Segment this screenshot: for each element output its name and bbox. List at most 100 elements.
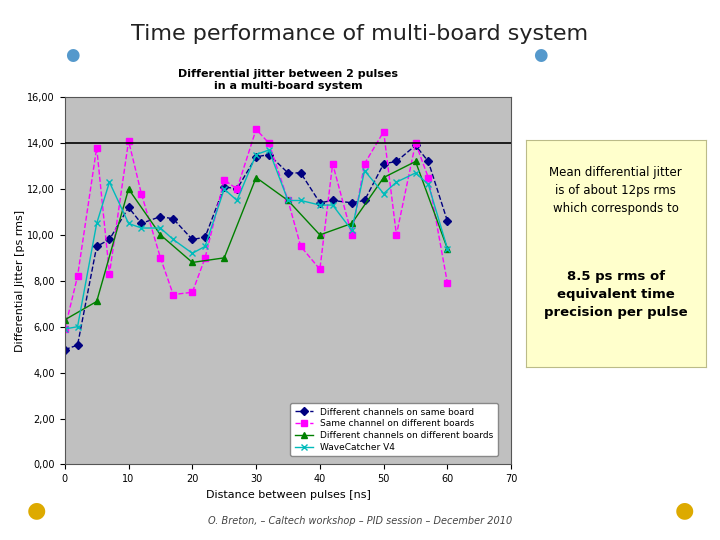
WaveCatcher V4 — [60, 326, 69, 332]
WaveCatcher V4 — [188, 250, 197, 256]
Same channel on different boards — [156, 255, 165, 261]
Same channel on different boards — [60, 326, 69, 332]
Different channels on same board — [264, 151, 273, 158]
Different channels on same board — [297, 170, 305, 176]
WaveCatcher V4 — [328, 202, 337, 208]
Line: WaveCatcher V4: WaveCatcher V4 — [62, 147, 450, 332]
Different channels on same board — [424, 158, 433, 165]
Different channels on same board — [188, 237, 197, 243]
Different channels on same board — [137, 220, 145, 227]
Line: Same channel on different boards: Same channel on different boards — [62, 126, 450, 332]
Different channels on different boards — [156, 232, 165, 238]
Same channel on different boards — [328, 160, 337, 167]
Different channels on same board — [156, 213, 165, 220]
Same channel on different boards — [411, 140, 420, 146]
WaveCatcher V4 — [105, 179, 114, 185]
Different channels on same board — [220, 184, 228, 190]
Different channels on different boards — [220, 255, 228, 261]
WaveCatcher V4 — [252, 151, 261, 158]
Text: Time performance of multi-board system: Time performance of multi-board system — [132, 24, 588, 44]
Different channels on different boards — [92, 298, 101, 305]
Different channels on same board — [252, 153, 261, 160]
Same channel on different boards — [392, 232, 401, 238]
Different channels on same board — [328, 197, 337, 204]
Line: Different channels on different boards: Different channels on different boards — [62, 159, 450, 322]
WaveCatcher V4 — [392, 179, 401, 185]
WaveCatcher V4 — [233, 197, 241, 204]
Same channel on different boards — [169, 292, 178, 298]
Same channel on different boards — [188, 289, 197, 295]
Same channel on different boards — [284, 197, 292, 204]
Different channels on different boards — [60, 316, 69, 323]
Different channels on same board — [105, 237, 114, 243]
Same channel on different boards — [360, 160, 369, 167]
Text: Mean differential jitter
is of about 12ps rms
which corresponds to: Mean differential jitter is of about 12p… — [549, 166, 682, 215]
WaveCatcher V4 — [348, 227, 356, 233]
Same channel on different boards — [220, 177, 228, 183]
Same channel on different boards — [252, 126, 261, 132]
Different channels on same board — [392, 158, 401, 165]
Same channel on different boards — [315, 266, 324, 273]
Different channels on same board — [443, 218, 451, 225]
WaveCatcher V4 — [379, 190, 388, 197]
Different channels on same board — [284, 170, 292, 176]
Different channels on same board — [73, 342, 82, 348]
Same channel on different boards — [443, 280, 451, 286]
Different channels on same board — [201, 234, 210, 240]
WaveCatcher V4 — [443, 245, 451, 252]
Same channel on different boards — [264, 140, 273, 146]
Same channel on different boards — [73, 273, 82, 280]
Text: ●: ● — [675, 500, 693, 521]
Same channel on different boards — [125, 138, 133, 144]
Different channels on same board — [348, 199, 356, 206]
Different channels on different boards — [188, 259, 197, 266]
Different channels on different boards — [411, 158, 420, 165]
Different channels on different boards — [443, 245, 451, 252]
Different channels on different boards — [125, 186, 133, 192]
WaveCatcher V4 — [284, 197, 292, 204]
Same channel on different boards — [201, 255, 210, 261]
Different channels on different boards — [284, 197, 292, 204]
WaveCatcher V4 — [169, 237, 178, 243]
WaveCatcher V4 — [264, 147, 273, 153]
Same channel on different boards — [379, 129, 388, 135]
Line: Different channels on same board: Different channels on same board — [62, 143, 450, 353]
Same channel on different boards — [137, 190, 145, 197]
Different channels on same board — [60, 347, 69, 353]
Different channels on same board — [315, 199, 324, 206]
Text: O. Breton, – Caltech workshop – PID session – December 2010: O. Breton, – Caltech workshop – PID sess… — [208, 516, 512, 526]
WaveCatcher V4 — [220, 186, 228, 192]
Same channel on different boards — [424, 174, 433, 181]
WaveCatcher V4 — [411, 170, 420, 176]
Different channels on same board — [233, 186, 241, 192]
WaveCatcher V4 — [315, 202, 324, 208]
WaveCatcher V4 — [125, 220, 133, 227]
WaveCatcher V4 — [137, 225, 145, 231]
Same channel on different boards — [297, 243, 305, 249]
X-axis label: Distance between pulses [ns]: Distance between pulses [ns] — [206, 490, 370, 500]
Text: ●: ● — [27, 500, 45, 521]
Same channel on different boards — [105, 271, 114, 277]
WaveCatcher V4 — [92, 220, 101, 227]
Text: 8.5 ps rms of
equivalent time
precision per pulse: 8.5 ps rms of equivalent time precision … — [544, 270, 688, 319]
Different channels on different boards — [315, 232, 324, 238]
Different channels on same board — [411, 142, 420, 149]
Different channels on same board — [169, 215, 178, 222]
Different channels on same board — [92, 243, 101, 249]
WaveCatcher V4 — [201, 243, 210, 249]
Text: ●: ● — [533, 46, 547, 64]
Different channels on same board — [360, 197, 369, 204]
WaveCatcher V4 — [156, 225, 165, 231]
Same channel on different boards — [233, 186, 241, 192]
Legend: Different channels on same board, Same channel on different boards, Different ch: Different channels on same board, Same c… — [290, 403, 498, 456]
WaveCatcher V4 — [424, 181, 433, 188]
Title: Differential jitter between 2 pulses
in a multi-board system: Differential jitter between 2 pulses in … — [178, 69, 398, 91]
WaveCatcher V4 — [360, 167, 369, 174]
Text: ●: ● — [65, 46, 79, 64]
Same channel on different boards — [92, 144, 101, 151]
WaveCatcher V4 — [297, 197, 305, 204]
Different channels on same board — [379, 160, 388, 167]
Y-axis label: Differential Jitter [ps rms]: Differential Jitter [ps rms] — [14, 210, 24, 352]
WaveCatcher V4 — [73, 323, 82, 330]
Same channel on different boards — [348, 232, 356, 238]
